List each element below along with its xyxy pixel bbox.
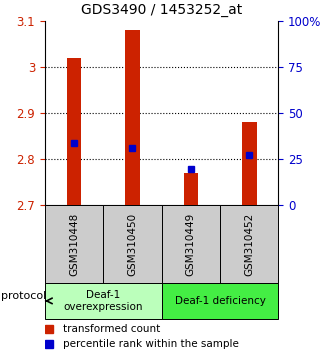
- Text: GSM310449: GSM310449: [186, 213, 196, 276]
- Text: protocol: protocol: [1, 291, 46, 301]
- Bar: [162, 205, 220, 283]
- Text: GSM310450: GSM310450: [127, 213, 137, 276]
- Text: GSM310448: GSM310448: [69, 213, 79, 276]
- Text: Deaf-1
overexpression: Deaf-1 overexpression: [63, 290, 143, 312]
- Bar: [183, 173, 198, 205]
- Bar: [45, 205, 103, 283]
- Bar: [103, 205, 162, 283]
- Bar: [45, 283, 162, 319]
- Text: Deaf-1 deficiency: Deaf-1 deficiency: [175, 296, 265, 306]
- Text: percentile rank within the sample: percentile rank within the sample: [63, 339, 239, 349]
- Bar: [125, 30, 140, 205]
- Title: GDS3490 / 1453252_at: GDS3490 / 1453252_at: [81, 4, 242, 17]
- Bar: [220, 205, 278, 283]
- Text: GSM310452: GSM310452: [244, 213, 254, 276]
- Text: transformed count: transformed count: [63, 324, 161, 333]
- Bar: [162, 283, 278, 319]
- Bar: [67, 58, 81, 205]
- Bar: [242, 122, 257, 205]
